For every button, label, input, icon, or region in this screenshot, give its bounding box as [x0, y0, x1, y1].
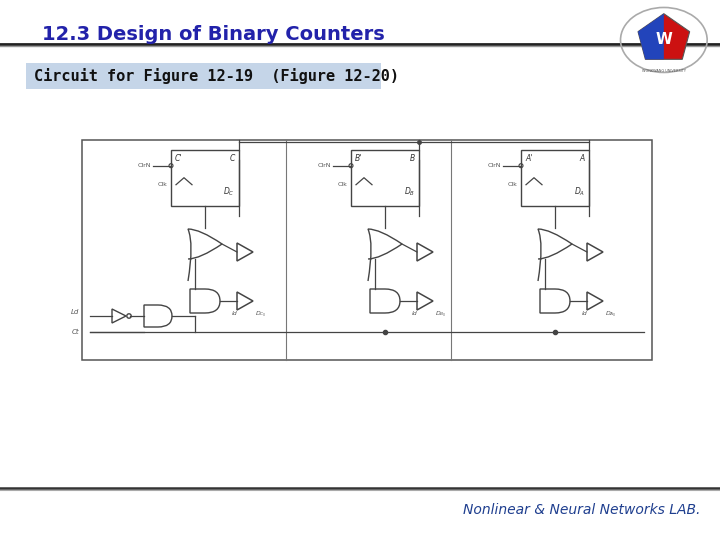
Text: ld: ld [232, 311, 238, 316]
Text: $D_{C_0}$: $D_{C_0}$ [255, 309, 266, 319]
Text: C: C [230, 154, 235, 163]
Bar [26, 63, 381, 89]
Text: ClrN: ClrN [318, 163, 331, 168]
Text: A: A [580, 154, 585, 163]
PathPatch shape [368, 229, 402, 259]
Polygon shape [237, 243, 253, 261]
PathPatch shape [188, 229, 222, 259]
Text: Circuit for Figure 12-19  (Figure 12-20): Circuit for Figure 12-19 (Figure 12-20) [34, 68, 399, 84]
Bar [521, 150, 589, 206]
Text: $D_{B_0}$: $D_{B_0}$ [435, 309, 446, 319]
PathPatch shape [540, 289, 570, 313]
Text: $D_{A_0}$: $D_{A_0}$ [605, 309, 616, 319]
Text: B': B' [355, 154, 362, 163]
Polygon shape [417, 243, 433, 261]
Text: Ct: Ct [71, 329, 79, 335]
Bar [171, 150, 239, 206]
Text: B: B [410, 154, 415, 163]
PathPatch shape [538, 229, 572, 259]
PathPatch shape [190, 289, 220, 313]
Text: ld: ld [582, 311, 588, 316]
Text: C': C' [175, 154, 182, 163]
Text: Clk: Clk [158, 182, 168, 187]
Text: ld: ld [412, 311, 418, 316]
Text: Clk: Clk [508, 182, 518, 187]
Polygon shape [587, 292, 603, 310]
Text: A': A' [525, 154, 532, 163]
Text: Ld: Ld [71, 309, 79, 315]
PathPatch shape [144, 305, 172, 327]
Text: ClrN: ClrN [487, 163, 501, 168]
Polygon shape [417, 292, 433, 310]
Text: $D_{B}$: $D_{B}$ [404, 186, 415, 198]
Text: WONKWANG UNIVERSITY: WONKWANG UNIVERSITY [642, 69, 686, 73]
Text: Nonlinear & Neural Networks LAB.: Nonlinear & Neural Networks LAB. [463, 503, 700, 517]
Text: 12.3 Design of Binary Counters: 12.3 Design of Binary Counters [42, 25, 384, 44]
Text: $D_{A}$: $D_{A}$ [574, 186, 585, 198]
Text: W: W [655, 32, 672, 48]
Bar [351, 150, 419, 206]
Polygon shape [638, 14, 664, 59]
Text: ClrN: ClrN [138, 163, 151, 168]
PathPatch shape [370, 289, 400, 313]
Bar [82, 140, 652, 360]
Polygon shape [587, 243, 603, 261]
Polygon shape [112, 309, 126, 323]
Polygon shape [237, 292, 253, 310]
Text: $D_{C}$: $D_{C}$ [223, 186, 235, 198]
Polygon shape [638, 14, 690, 59]
Text: Clk: Clk [338, 182, 348, 187]
